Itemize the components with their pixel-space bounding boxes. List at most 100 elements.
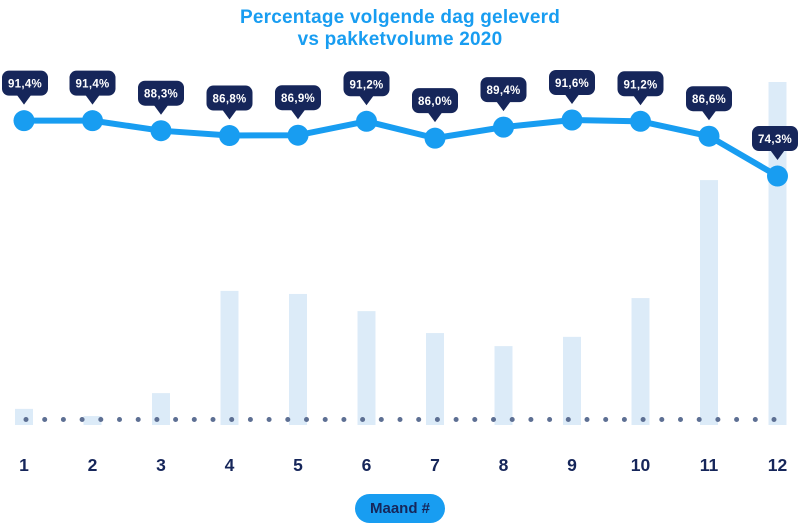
baseline-dot (397, 417, 403, 422)
volume-bar (15, 408, 33, 425)
baseline-dot (98, 417, 104, 422)
baseline-dot (715, 417, 721, 422)
value-label-pointer (154, 105, 168, 115)
baseline-dot (173, 417, 179, 422)
x-axis-label: 9 (567, 455, 577, 475)
value-label-bubble (549, 70, 595, 95)
x-axis-label: 6 (362, 455, 372, 475)
x-axis-title: Maand # (369, 500, 431, 517)
x-axis-label: 2 (88, 455, 98, 475)
baseline-dot (434, 417, 440, 422)
baseline-dot (472, 417, 478, 422)
volume-bar (83, 416, 102, 425)
line-point (13, 110, 35, 132)
value-label-pointer (702, 110, 716, 121)
baseline-dot (640, 417, 646, 422)
value-label-pointer (565, 94, 579, 104)
x-axis-label: 8 (499, 455, 509, 475)
value-label-pointer (770, 150, 785, 161)
baseline-dot (734, 417, 740, 422)
value-label: 89,4% (486, 85, 520, 97)
line-point (287, 124, 309, 146)
line-point (767, 165, 788, 187)
baseline-dot (678, 417, 683, 422)
volume-bar (563, 336, 581, 425)
value-label: 86,9% (281, 93, 315, 105)
value-label-pointer (222, 110, 237, 120)
value-label-bubble (480, 77, 527, 103)
baseline-dot (565, 417, 571, 422)
value-label: 91,4% (75, 79, 109, 91)
value-label-bubble (686, 86, 732, 112)
value-label: 74,3% (758, 134, 792, 146)
baseline-dot (210, 417, 216, 422)
baseline-dot (79, 417, 85, 422)
line-point (698, 125, 720, 147)
value-label: 86,8% (212, 94, 246, 106)
value-label: 88,3% (144, 89, 178, 101)
value-label: 91,2% (623, 79, 657, 91)
value-label: 86,6% (692, 94, 726, 106)
value-label-bubble (412, 88, 458, 114)
baseline-dot (528, 417, 534, 422)
value-label: 91,2% (349, 79, 383, 91)
line-point (150, 120, 172, 142)
baseline-dot (509, 417, 515, 422)
value-label: 86,0% (418, 96, 452, 108)
x-axis-label: 1 (19, 455, 29, 475)
value-label-pointer (291, 109, 305, 120)
value-label-pointer (17, 95, 31, 105)
baseline-dot (771, 417, 777, 422)
baseline-dot (584, 417, 590, 422)
baseline-dot (378, 417, 384, 422)
baseline-dot (117, 417, 122, 422)
baseline-dot (341, 417, 347, 422)
line-point (561, 109, 583, 131)
x-axis-label: 11 (700, 455, 719, 475)
baseline-dot (135, 417, 141, 422)
delivery-line (21, 117, 781, 180)
baseline-dot (285, 417, 291, 422)
volume-bar (152, 393, 170, 425)
value-label-pointer (496, 101, 511, 112)
baseline-dot (229, 417, 235, 422)
chart-title-line2: vs pakketvolume 2020 (297, 29, 503, 50)
baseline-dot (453, 417, 459, 422)
baseline-dot (154, 417, 160, 422)
value-label-pointer (359, 95, 374, 106)
baseline-dot (322, 417, 328, 422)
baseline-dot (191, 417, 197, 422)
value-label-pointer (633, 95, 648, 106)
baseline-dot (360, 417, 366, 422)
volume-bar (357, 311, 376, 425)
baseline-dot (659, 417, 665, 422)
baseline-dot (266, 417, 272, 422)
x-axis-label: 10 (631, 455, 651, 475)
baseline-dot (547, 417, 553, 422)
line-point (424, 127, 446, 149)
value-label-pointer (85, 95, 100, 105)
chart-title-line1: Percentage volgende dag geleverd (239, 7, 560, 28)
chart-title: Percentage volgende dag geleverd vs pakk… (0, 7, 800, 51)
baseline-dot (247, 417, 253, 422)
baseline-dot (42, 417, 48, 422)
value-label-bubble (206, 85, 253, 111)
value-label: 91,4% (8, 79, 42, 91)
value-label-bubble (343, 71, 390, 97)
value-label-pointer (428, 112, 442, 123)
value-label-bubble (752, 126, 798, 152)
value-label-bubble (275, 85, 321, 111)
baseline-dot (23, 417, 29, 422)
x-axis-label: 3 (156, 455, 166, 475)
volume-bar (700, 180, 718, 425)
baseline-dot (752, 417, 758, 422)
line-point (82, 110, 103, 132)
line-point (356, 110, 377, 132)
baseline-dot (696, 417, 702, 422)
volume-bar (289, 293, 307, 425)
baseline-dot (603, 417, 609, 422)
line-point (630, 110, 651, 132)
volume-bar (220, 290, 239, 425)
